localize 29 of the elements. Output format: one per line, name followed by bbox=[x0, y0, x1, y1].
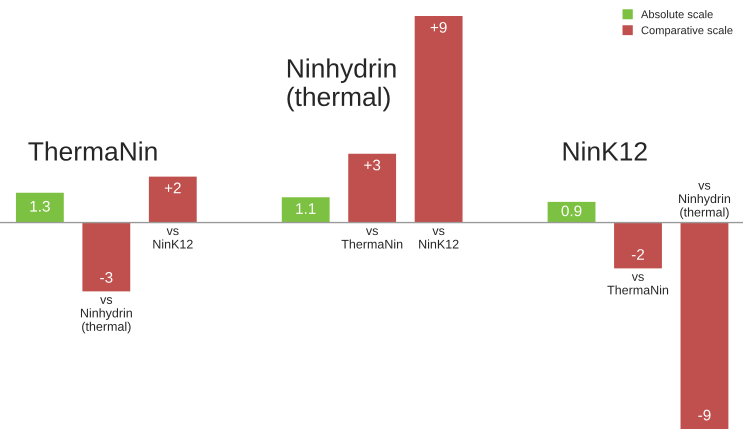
legend-label: Absolute scale bbox=[641, 10, 713, 18]
annotation: Ninhydrin (thermal) bbox=[287, 58, 396, 112]
data-label: 0.9 bbox=[562, 205, 582, 216]
annotation: NinK12 bbox=[564, 141, 647, 161]
bar bbox=[614, 222, 662, 268]
data-label: +3 bbox=[364, 160, 380, 170]
bar bbox=[548, 202, 596, 223]
data-label: +9 bbox=[430, 22, 447, 33]
data-label: -2 bbox=[632, 249, 644, 260]
annotation: ThermaNin bbox=[28, 141, 157, 161]
data-label: -9 bbox=[698, 410, 711, 420]
data-label: -3 bbox=[100, 272, 112, 283]
legend-label: Comparative scale bbox=[642, 26, 733, 36]
data-label: 1.3 bbox=[30, 200, 50, 212]
x-tick-label: vs NinK12 bbox=[153, 228, 193, 248]
x-tick-label: vs Ninhydrin (thermal) bbox=[80, 297, 132, 334]
bar bbox=[148, 176, 197, 223]
bar bbox=[16, 192, 64, 223]
x-tick-label: vs NinK12 bbox=[419, 228, 458, 248]
data-label: +2 bbox=[164, 182, 181, 194]
x-tick-label: vs ThermaNin bbox=[342, 228, 402, 249]
bar bbox=[414, 16, 463, 223]
bar bbox=[282, 197, 330, 223]
x-tick-label: vs Ninhydrin (thermal) bbox=[679, 182, 730, 220]
data-label: 1.1 bbox=[296, 203, 316, 214]
x-tick-label: vs ThermaNin bbox=[607, 274, 668, 294]
bar bbox=[82, 222, 130, 292]
bar bbox=[348, 154, 396, 223]
bar bbox=[680, 222, 728, 429]
